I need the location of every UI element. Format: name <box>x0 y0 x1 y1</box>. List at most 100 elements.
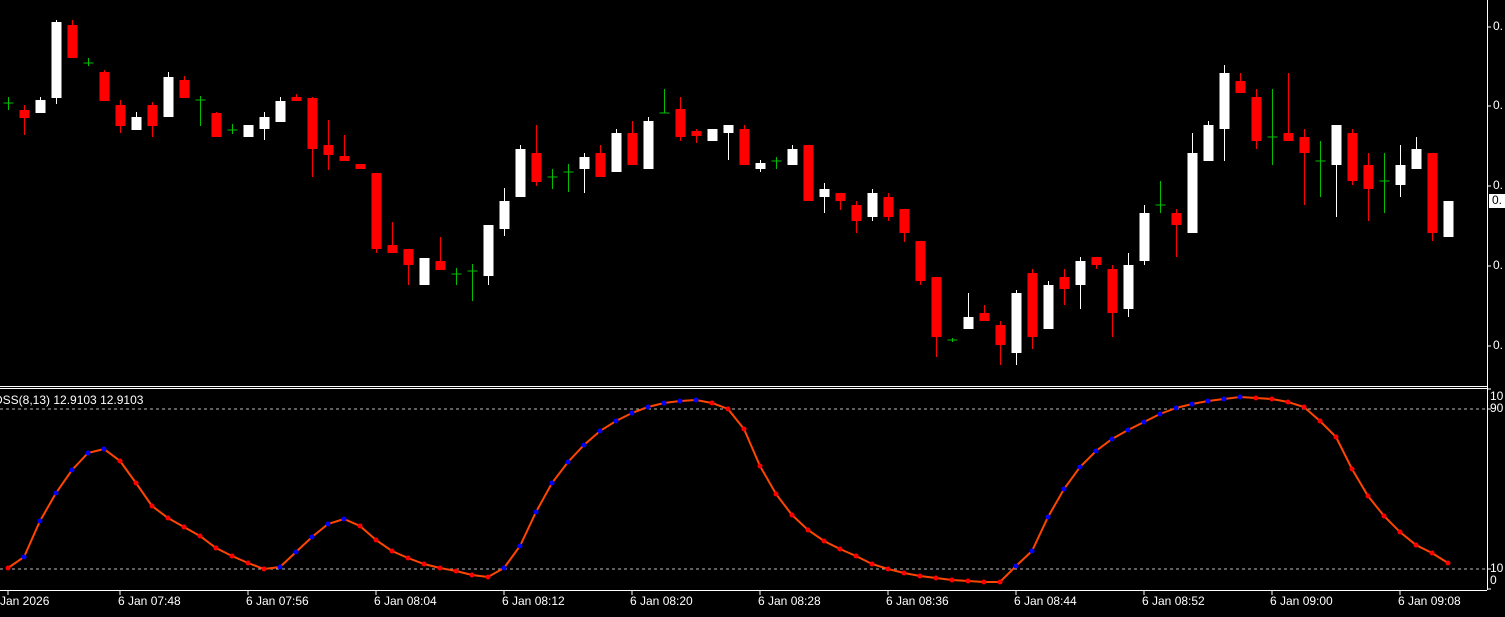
indicator-point <box>1285 399 1291 405</box>
indicator-point <box>197 533 203 539</box>
indicator-point <box>869 561 875 567</box>
candle-body <box>1299 137 1310 153</box>
x-tick-label: 6 Jan 07:48 <box>118 594 181 608</box>
indicator-point <box>53 490 59 496</box>
indicator-point <box>1013 563 1019 569</box>
candle-body <box>867 193 878 217</box>
indicator-point <box>1317 418 1323 424</box>
indicator-point <box>101 446 107 452</box>
candle-body <box>99 72 110 101</box>
indicator-point <box>1221 396 1227 402</box>
candle-body <box>403 249 414 265</box>
indicator-point <box>629 410 635 416</box>
candle-body <box>1123 265 1134 309</box>
indicator-point <box>597 428 603 434</box>
y-tick-label: 0. <box>1493 178 1503 192</box>
indicator-point <box>1093 448 1099 454</box>
indicator-point <box>373 537 379 543</box>
x-tick-label: 6 Jan 07:56 <box>246 594 309 608</box>
candle-body <box>803 145 814 201</box>
candle-body <box>963 317 974 329</box>
candle-body <box>707 129 718 141</box>
indicator-point <box>1141 419 1147 425</box>
price-marker-label: 0. <box>1492 193 1502 207</box>
indicator-point <box>1173 405 1179 411</box>
indicator-point <box>5 565 11 571</box>
indicator-point <box>853 553 859 559</box>
indicator-point <box>565 459 571 465</box>
indicator-point <box>133 480 139 486</box>
candle-body <box>787 149 798 165</box>
candle-body <box>179 80 190 98</box>
candle-body <box>819 189 830 197</box>
candle-body <box>419 258 430 285</box>
indicator-point <box>213 545 219 551</box>
candle-body <box>979 313 990 321</box>
candle-body <box>531 153 542 182</box>
candle-body <box>1395 165 1406 185</box>
indicator-point <box>709 400 715 406</box>
y-tick-label: 0. <box>1493 338 1503 352</box>
candle-body <box>67 25 78 58</box>
candle-body <box>1347 133 1358 181</box>
indicator-point <box>1205 398 1211 404</box>
candle-body <box>163 77 174 117</box>
indicator-point <box>837 546 843 552</box>
indicator-point <box>1125 427 1131 433</box>
candle-body <box>835 193 846 201</box>
y-tick-label: 0. <box>1493 258 1503 272</box>
indicator-point <box>1045 514 1051 520</box>
candle-body <box>627 133 638 165</box>
indicator-point <box>725 406 731 412</box>
candle-body <box>691 131 702 136</box>
candle-body <box>883 197 894 217</box>
indicator-point <box>1253 395 1259 401</box>
x-tick-label: 6 Jan 08:04 <box>374 594 437 608</box>
indicator-point <box>1349 466 1355 472</box>
indicator-point <box>277 564 283 570</box>
indicator-point <box>1109 436 1115 442</box>
indicator-point <box>533 509 539 515</box>
candle-body <box>515 149 526 197</box>
y-tick-label: 0. <box>1493 19 1503 33</box>
candle-body <box>371 173 382 249</box>
x-tick-label: Jan 2026 <box>0 594 50 608</box>
indicator-point <box>117 458 123 464</box>
indicator-point <box>501 565 507 571</box>
candle-body <box>1107 269 1118 313</box>
candle-body <box>51 22 62 98</box>
indicator-point <box>245 560 251 566</box>
candle-body <box>355 164 366 169</box>
candle-body <box>259 117 270 129</box>
candle-body <box>499 201 510 229</box>
candle-body <box>1331 125 1342 165</box>
indicator-point <box>1397 529 1403 535</box>
candle-body <box>643 121 654 169</box>
candle-body <box>1235 81 1246 93</box>
x-tick-label: 6 Jan 08:44 <box>1014 594 1077 608</box>
candle-body <box>1011 293 1022 353</box>
indicator-point <box>661 400 667 406</box>
candle-body <box>35 100 46 113</box>
indicator-point <box>1157 411 1163 417</box>
candle-body <box>307 98 318 149</box>
indicator-point <box>485 574 491 580</box>
indicator-point <box>405 555 411 561</box>
candle-body <box>931 277 942 337</box>
indicator-point <box>1381 513 1387 519</box>
x-tick-label: 6 Jan 08:20 <box>630 594 693 608</box>
candle-body <box>1075 261 1086 285</box>
candle-body <box>1091 257 1102 265</box>
x-tick-label: 6 Jan 09:00 <box>1270 594 1333 608</box>
indicator-point <box>1029 548 1035 554</box>
indicator-point <box>885 566 891 572</box>
indicator-point <box>965 578 971 584</box>
indicator-point <box>981 579 987 585</box>
x-tick-label: 6 Jan 09:08 <box>1398 594 1461 608</box>
candle-body <box>243 125 254 137</box>
candle-body <box>915 241 926 281</box>
y-tick-label: 90 <box>1490 401 1504 415</box>
indicator-point <box>165 515 171 521</box>
indicator-point <box>997 579 1003 585</box>
indicator-point <box>85 450 91 456</box>
